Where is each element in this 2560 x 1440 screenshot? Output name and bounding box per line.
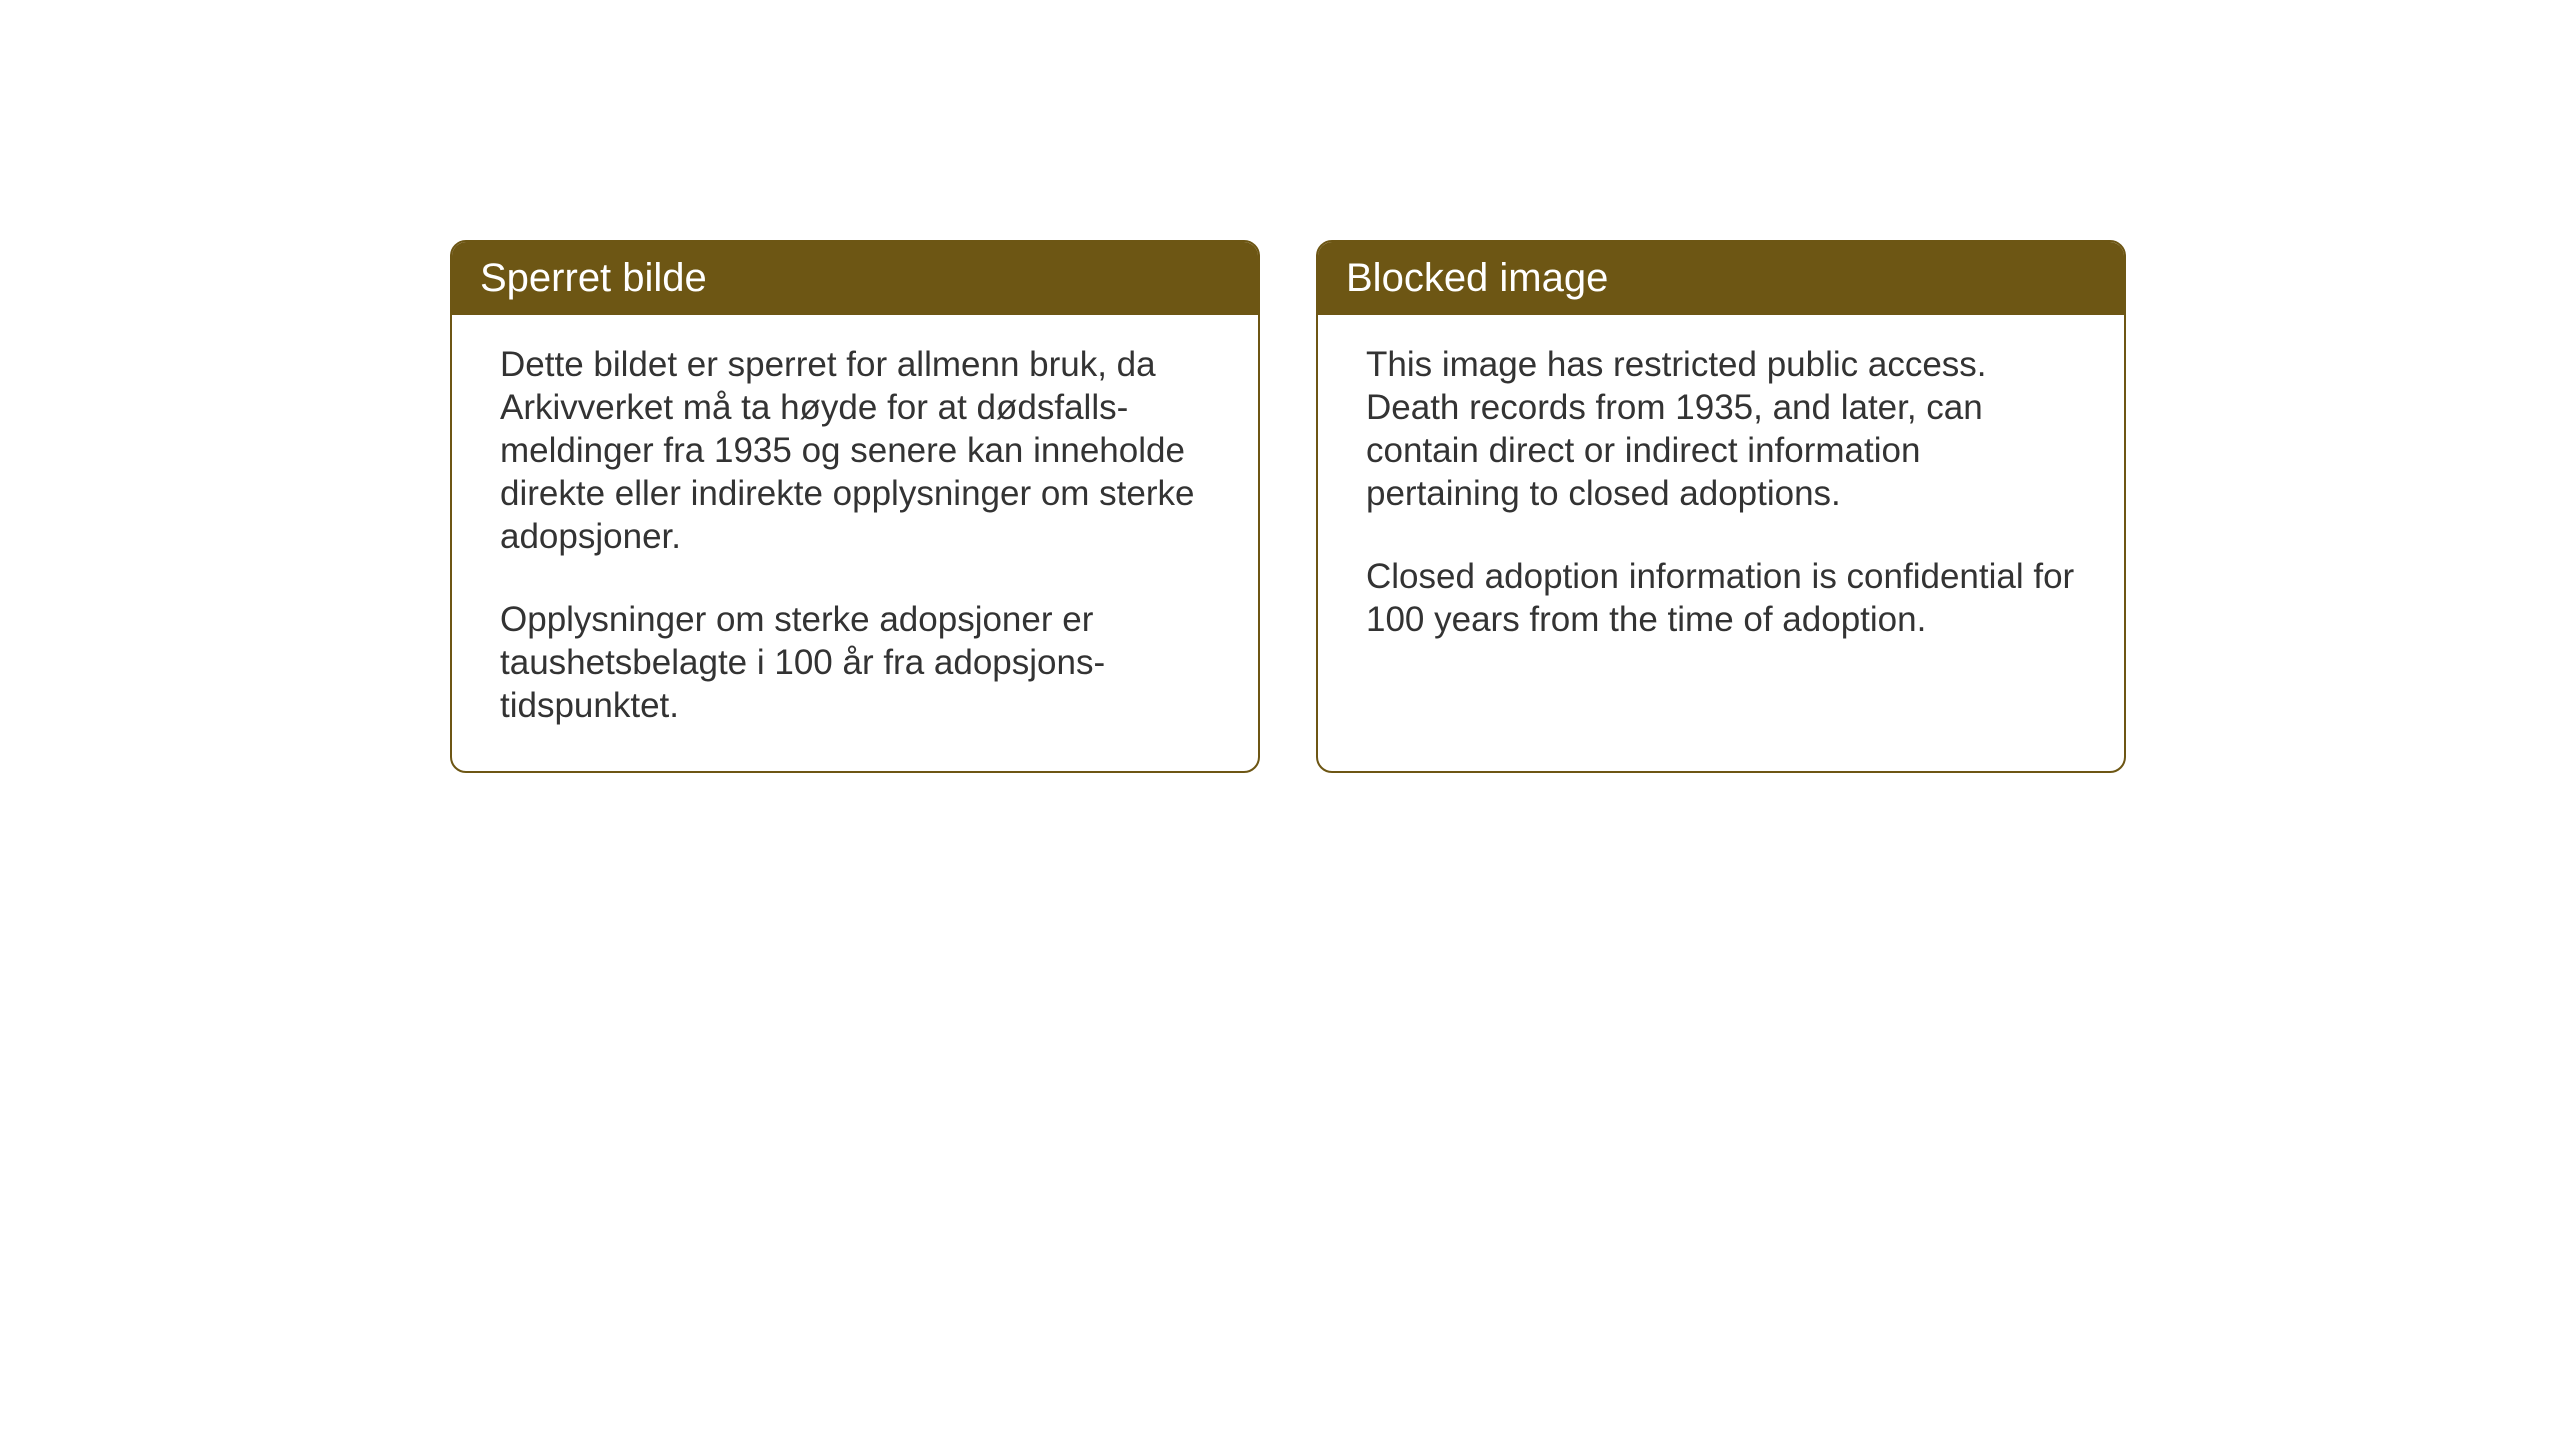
card-paragraph: This image has restricted public access.… (1366, 343, 2076, 515)
notice-cards-container: Sperret bilde Dette bildet er sperret fo… (450, 240, 2126, 773)
card-body-english: This image has restricted public access.… (1318, 315, 2124, 685)
notice-card-norwegian: Sperret bilde Dette bildet er sperret fo… (450, 240, 1260, 773)
card-title: Blocked image (1346, 256, 1608, 300)
card-paragraph: Dette bildet er sperret for allmenn bruk… (500, 343, 1210, 558)
card-paragraph: Closed adoption information is confident… (1366, 555, 2076, 641)
card-body-norwegian: Dette bildet er sperret for allmenn bruk… (452, 315, 1258, 771)
card-header-english: Blocked image (1318, 242, 2124, 315)
card-paragraph: Opplysninger om sterke adopsjoner er tau… (500, 598, 1210, 727)
card-header-norwegian: Sperret bilde (452, 242, 1258, 315)
notice-card-english: Blocked image This image has restricted … (1316, 240, 2126, 773)
card-title: Sperret bilde (480, 256, 707, 300)
